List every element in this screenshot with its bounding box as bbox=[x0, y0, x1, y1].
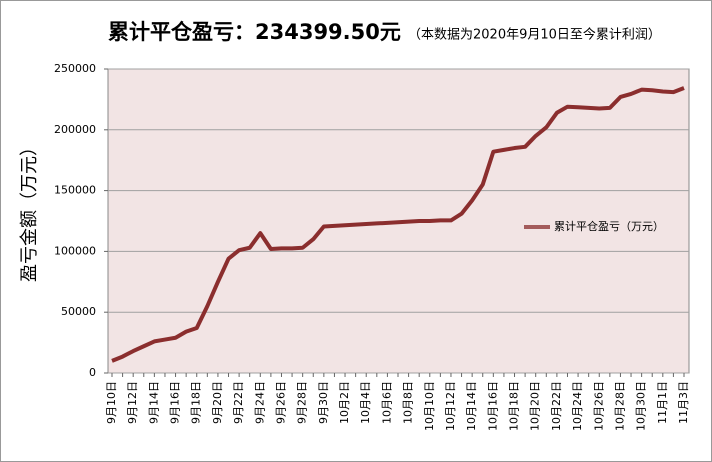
x-tick-label: 9月26日 bbox=[274, 381, 287, 424]
x-tick-label: 10月28日 bbox=[613, 381, 626, 431]
x-tick-label: 9月24日 bbox=[253, 381, 266, 424]
chart-title: 累计平仓盈亏：234399.50元 bbox=[108, 20, 401, 44]
x-tick-label: 10月24日 bbox=[571, 381, 584, 431]
x-tick-label: 10月30日 bbox=[635, 381, 648, 431]
y-tick-label: 150000 bbox=[54, 184, 96, 197]
x-tick-label: 9月14日 bbox=[147, 381, 160, 424]
x-tick-label: 10月12日 bbox=[444, 381, 457, 431]
x-tick-label: 11月1日 bbox=[656, 381, 669, 424]
x-tick-label: 9月28日 bbox=[296, 381, 309, 424]
x-tick-label: 9月16日 bbox=[169, 381, 182, 424]
y-tick-label: 200000 bbox=[54, 123, 96, 136]
y-tick-label: 100000 bbox=[54, 244, 96, 257]
x-tick-label: 9月30日 bbox=[317, 381, 330, 424]
y-tick-label: 0 bbox=[89, 366, 96, 379]
line-series bbox=[111, 86, 685, 363]
x-tick-label: 10月16日 bbox=[486, 381, 499, 431]
x-tick-label: 9月18日 bbox=[190, 381, 203, 424]
x-tick-label: 10月10日 bbox=[423, 381, 436, 431]
x-tick-label: 10月8日 bbox=[402, 381, 415, 424]
y-tick-label: 250000 bbox=[54, 62, 96, 75]
x-tick-label: 9月20日 bbox=[211, 381, 224, 424]
chart-subtitle: （本数据为2020年9月10日至今累计利润） bbox=[408, 27, 661, 43]
x-tick-label: 9月10日 bbox=[105, 381, 118, 424]
x-tick-label: 11月3日 bbox=[677, 381, 690, 424]
x-tick-label: 10月22日 bbox=[550, 381, 563, 431]
x-tick-label: 10月26日 bbox=[592, 381, 605, 431]
y-axis-title: 盈亏金额（万元） bbox=[19, 138, 40, 282]
x-tick-label: 9月12日 bbox=[126, 381, 139, 424]
x-tick-label: 10月6日 bbox=[380, 381, 393, 424]
x-tick-label: 10月18日 bbox=[508, 381, 521, 431]
x-tick-label: 10月2日 bbox=[338, 381, 351, 424]
y-tick-label: 50000 bbox=[61, 305, 96, 318]
legend-label: 累计平仓盈亏（万元） bbox=[554, 219, 664, 233]
x-tick-label: 10月4日 bbox=[359, 381, 372, 424]
x-tick-label: 10月20日 bbox=[529, 381, 542, 431]
x-tick-label: 10月14日 bbox=[465, 381, 478, 431]
x-tick-label: 9月22日 bbox=[232, 381, 245, 424]
